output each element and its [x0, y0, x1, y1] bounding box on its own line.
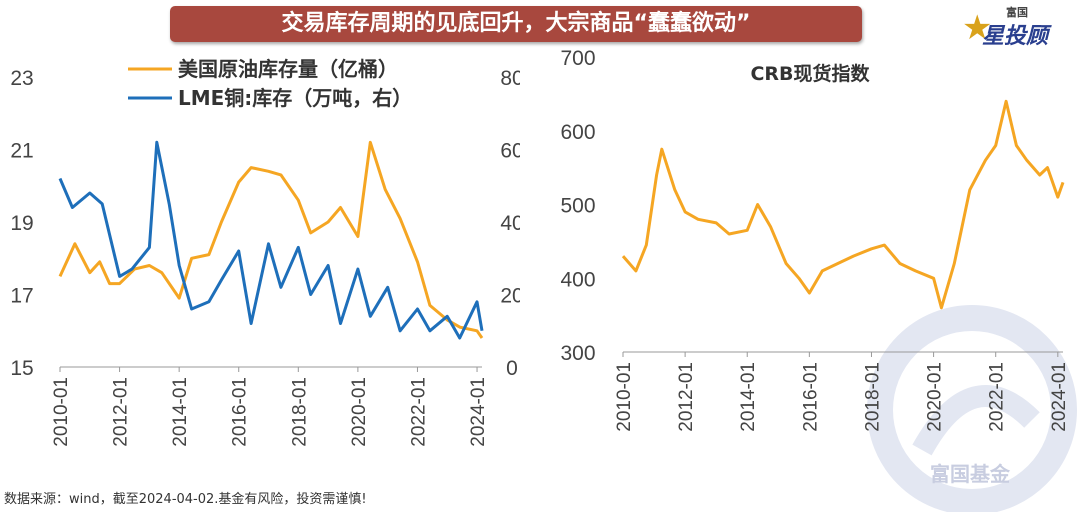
y2-tick-label: 0 — [506, 357, 518, 380]
y-tick-label: 500 — [560, 195, 595, 218]
y2-tick-label: 40 — [500, 212, 520, 235]
star-icon: ★ — [962, 9, 993, 47]
watermark-text: 富国基金 — [930, 462, 1010, 486]
x-tick-label: 2020-01 — [349, 377, 370, 447]
y-tick-label: 17 — [10, 285, 33, 308]
y-tick-label: 23 — [10, 67, 33, 90]
chart-title: CRB现货指数 — [750, 62, 870, 85]
x-tick-label: 2020-01 — [925, 362, 946, 432]
watermark-emblem — [867, 305, 1077, 512]
x-tick-label: 2014-01 — [738, 362, 759, 432]
y-tick-label: 700 — [560, 47, 595, 70]
logo-small-text: 富国 — [1006, 6, 1028, 19]
x-tick-label: 2024-01 — [1049, 362, 1070, 432]
x-tick-label: 2018-01 — [289, 377, 310, 447]
y-tick-label: 15 — [10, 357, 33, 380]
y2-tick-label: 80 — [500, 67, 520, 90]
x-tick-label: 2010-01 — [51, 377, 72, 447]
y-tick-label: 21 — [10, 140, 33, 163]
inventory-chart: 15 17 19 21 23 0 20 40 60 80 2010-01 2012-01 2014-… — [10, 57, 520, 447]
x-tick-label: 2012-01 — [111, 377, 132, 447]
brand-logo: ★ 富国 星投顾 — [962, 2, 1072, 50]
series-line-1 — [621, 99, 1065, 310]
page-title-banner: 交易库存周期的见底回升，大宗商品“蠢蠢欲动” — [170, 6, 862, 42]
legend-label: LME铜:库存（万吨，右） — [178, 86, 412, 110]
x-tick-label: 2016-01 — [800, 362, 821, 432]
x-tick-label: 2012-01 — [676, 362, 697, 432]
x-tick-label: 2010-01 — [614, 362, 635, 432]
x-tick-label: 2014-01 — [170, 377, 191, 447]
y-tick-label: 600 — [560, 121, 595, 144]
footer-note: 数据来源：wind，截至2024-04-02.基金有风险，投资需谨慎! — [4, 492, 367, 507]
legend-label: 美国原油库存量（亿桶） — [178, 57, 398, 81]
x-tick-label: 2016-01 — [230, 377, 251, 447]
series-line-2 — [58, 140, 484, 340]
crb-chart: 300 400 500 600 700 2010-01 2012-01 2014-01 201… — [560, 47, 1070, 432]
x-tick-label: 2022-01 — [408, 377, 429, 447]
x-tick-label: 2024-01 — [468, 377, 489, 447]
y-tick-label: 400 — [560, 268, 595, 291]
y2-tick-label: 20 — [500, 285, 520, 308]
x-tick-label: 2018-01 — [862, 362, 883, 432]
x-tick-label: 2022-01 — [987, 362, 1008, 432]
y2-tick-label: 60 — [500, 140, 520, 163]
y-tick-label: 19 — [10, 212, 33, 235]
series-line-1 — [58, 140, 484, 339]
y-tick-label: 300 — [560, 342, 595, 365]
logo-main-text: 星投顾 — [982, 24, 1049, 49]
